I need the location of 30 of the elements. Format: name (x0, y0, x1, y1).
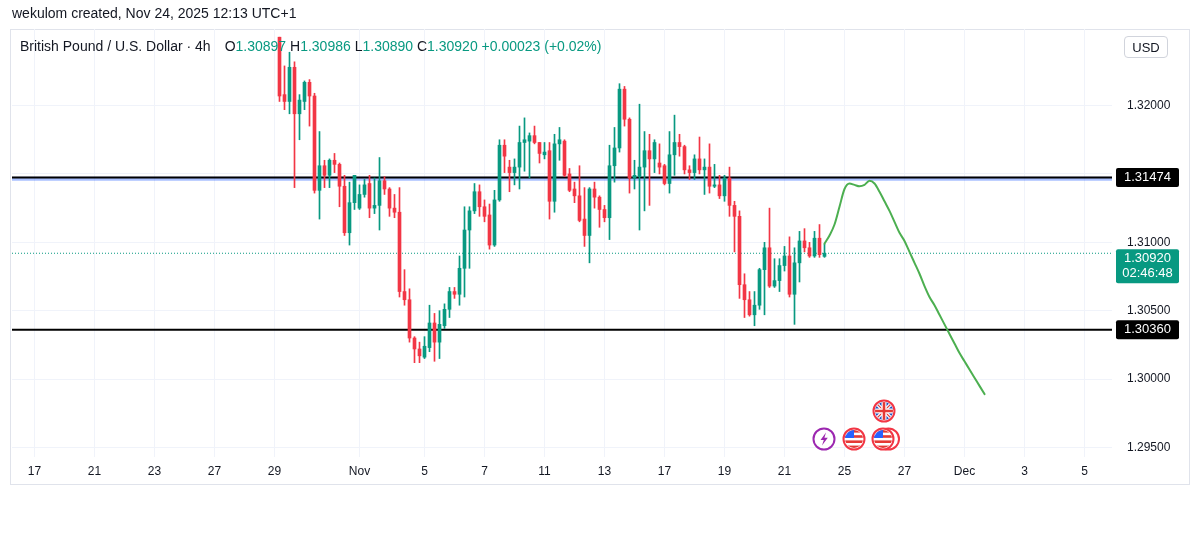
ref-line-label: 1.30360 (1124, 321, 1171, 337)
x-tick-label: 11 (538, 463, 552, 478)
y-tick-label: 1.29500 (1127, 439, 1171, 454)
x-tick-label: 19 (717, 463, 732, 478)
x-tick-label: Nov (348, 463, 371, 478)
y-axis-title: USD (1124, 36, 1168, 58)
line-series (823, 179, 986, 396)
y-tick-label: 1.32000 (1127, 97, 1171, 112)
x-tick-label: 27 (207, 463, 222, 478)
ref-line-label: 1.30920 02:46:48 (1122, 250, 1173, 281)
x-tick-label: 23 (147, 463, 162, 478)
x-tick-label: 29 (267, 463, 282, 478)
x-tick-label: 17 (657, 463, 672, 478)
y-tick-label: 1.30000 (1127, 371, 1171, 386)
ref-line-label: 1.31474 (1124, 169, 1171, 185)
x-tick-label: 5 (421, 463, 429, 478)
x-tick-label: 7 (481, 463, 489, 478)
x-tick-label: 21 (777, 463, 792, 478)
x-tick-label: 25 (837, 463, 852, 478)
text: British Pound / U.S. Dollar · 4h (20, 38, 211, 54)
x-tick-label: 17 (27, 463, 42, 478)
x-tick-label: 5 (1081, 463, 1089, 478)
y-tick-label: 1.31000 (1127, 234, 1171, 249)
x-tick-label: 3 (1021, 463, 1029, 478)
x-tick-label: 21 (87, 463, 102, 478)
x-tick-label: Dec (953, 463, 976, 478)
x-tick-label: 27 (897, 463, 912, 478)
text: wekulom created, Nov 24, 2025 12:13 UTC+1 (12, 5, 297, 21)
x-tick-label: 13 (597, 463, 612, 478)
y-tick-label: 1.30500 (1127, 303, 1171, 317)
